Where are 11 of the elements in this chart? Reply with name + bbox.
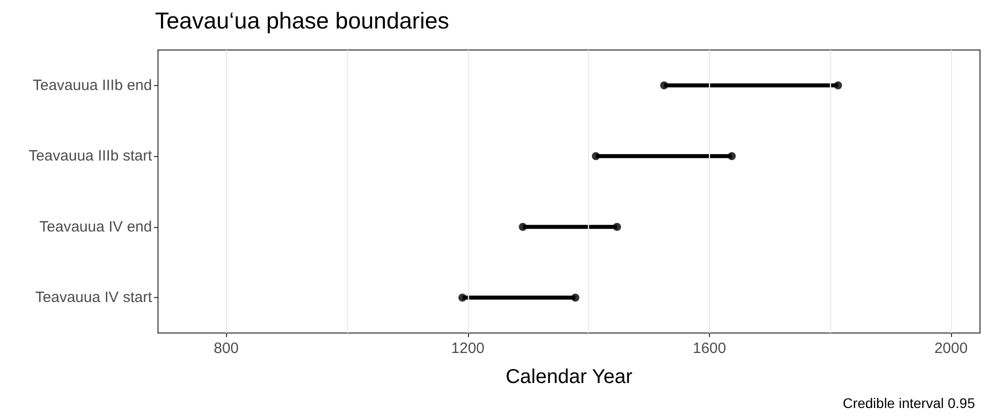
x-axis-title: Calendar Year [506, 366, 633, 388]
chart-title: Teavau‘ua phase boundaries [155, 8, 450, 34]
x-tick-label: 2000 [934, 340, 968, 357]
y-tick-label: Teavauua IIIb end [32, 76, 152, 94]
y-tick-label: Teavauua IIIb start [28, 148, 153, 165]
text: Credible interval 0.95 [842, 395, 976, 411]
y-tick-label: Teavauua IV start [35, 289, 153, 306]
x-tick-label: 800 [214, 340, 239, 357]
y-tick-label: Teavauua IV end [39, 218, 152, 236]
x-tick-label: 1200 [451, 340, 485, 357]
x-tick-label: 1600 [692, 340, 726, 357]
